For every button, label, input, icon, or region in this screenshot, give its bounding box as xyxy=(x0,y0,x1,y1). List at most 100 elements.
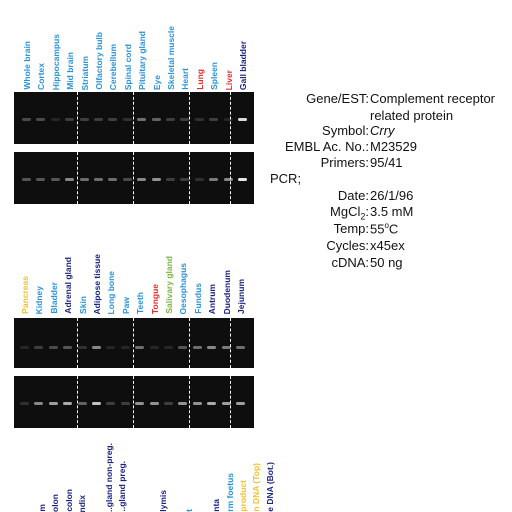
cdna-key: cDNA: xyxy=(331,255,369,270)
lane-label: Paw xyxy=(120,296,131,314)
lane-label: Whole brain xyxy=(22,41,32,90)
lane-divider xyxy=(133,92,134,144)
lane-label: Hippocampus xyxy=(50,33,61,90)
lane-label: Gall bladder xyxy=(238,40,248,90)
gel-band xyxy=(192,402,202,405)
top-gel-image-2 xyxy=(14,152,254,204)
lane-divider xyxy=(189,92,190,144)
pcr-row: PCR; xyxy=(270,171,512,187)
lane-label: Salivary gland xyxy=(164,256,174,314)
gel-band xyxy=(34,402,44,405)
gel-band xyxy=(48,346,58,349)
lane-label: Striatum xyxy=(79,55,90,90)
gel-band xyxy=(178,402,188,405)
middle-gel-image-1 xyxy=(14,318,254,368)
middle-gel-panel: Pancreas Kidney Bladder Adrenal gland Skin Ad… xyxy=(14,234,254,428)
date-value: 26/1/96 xyxy=(370,188,414,203)
lane-divider xyxy=(230,92,231,144)
pcr-key: PCR; xyxy=(270,171,302,186)
lane-divider xyxy=(133,376,134,428)
lane-label: product xyxy=(238,480,248,512)
gel-band xyxy=(22,118,31,121)
gel-band xyxy=(164,346,173,349)
lane-label: Pituitary gland xyxy=(137,30,148,90)
gel-band xyxy=(166,178,175,181)
date-key: Date: xyxy=(337,188,369,203)
middle-lane-labels: Pancreas Kidney Bladder Adrenal gland Skin Ad… xyxy=(14,234,254,314)
date-row: Date: 26/1/96 xyxy=(270,188,512,204)
embl-value: M23529 xyxy=(370,139,417,154)
gel-band xyxy=(36,178,46,181)
gel-band xyxy=(120,402,130,405)
gel-band xyxy=(48,402,58,405)
gel-band xyxy=(180,178,190,181)
gel-band xyxy=(106,402,116,405)
gel-band xyxy=(238,118,247,121)
symbol-row: Symbol: Crry xyxy=(270,123,512,139)
lane-label: ..gland preg. xyxy=(117,461,128,512)
temp-value: 55oC xyxy=(370,221,399,237)
lane-divider xyxy=(77,318,78,368)
lane-divider xyxy=(77,92,78,144)
temp-row: Temp: 55oC xyxy=(270,221,512,237)
lane-label: Spleen xyxy=(209,62,220,90)
gel-band xyxy=(92,346,101,349)
lane-label: rm foetus xyxy=(224,473,235,512)
lane-label: Adrenal gland xyxy=(63,257,74,314)
lane-label: Skin xyxy=(77,296,88,314)
gel-band xyxy=(178,346,188,349)
gel-band xyxy=(194,118,204,121)
cycles-key: Cycles: xyxy=(326,238,369,253)
lane-divider xyxy=(189,376,190,428)
gel-band xyxy=(77,346,87,349)
gel-band xyxy=(137,118,147,121)
lane-label: Bladder xyxy=(48,282,59,314)
lane-label: Duodenum xyxy=(221,269,232,314)
gel-band xyxy=(236,402,245,405)
gel-band xyxy=(135,402,145,405)
gel-band xyxy=(166,118,175,121)
middle-gel-image-2 xyxy=(14,376,254,428)
gel-band xyxy=(94,118,103,121)
symbol-key: Symbol: xyxy=(322,123,369,138)
gel-band xyxy=(221,346,231,349)
lane-label: n DNA (Top) xyxy=(251,463,262,512)
lane-label: ..gland non-preg. xyxy=(104,443,114,512)
mgcl-value: 3.5 mM xyxy=(370,204,414,219)
gel-band xyxy=(108,118,118,121)
mgcl-row: MgCl2: 3.5 mM xyxy=(270,204,512,222)
lane-label: Pancreas xyxy=(20,276,30,314)
mgcl-key: MgCl2: xyxy=(330,204,369,222)
lane-divider xyxy=(133,152,134,204)
lane-label: Skeletal muscle xyxy=(166,26,176,90)
gel-band xyxy=(223,178,233,181)
gel-band xyxy=(238,178,247,181)
lane-label: Antrum xyxy=(207,283,218,314)
gel-band xyxy=(209,118,219,121)
cdna-row: cDNA: 50 ng xyxy=(270,255,512,271)
cycles-row: Cycles: x45ex xyxy=(270,238,512,254)
primers-value: 95/41 xyxy=(370,155,403,170)
lane-label: Cortex xyxy=(36,63,47,90)
lane-label: colon xyxy=(63,489,74,512)
gel-band xyxy=(149,346,159,349)
lane-label: nta xyxy=(211,499,222,512)
gel-band xyxy=(236,346,245,349)
primers-key: Primers: xyxy=(320,155,369,170)
embl-row: EMBL Ac. No.: M23529 xyxy=(270,139,512,155)
lane-label: Lung xyxy=(194,69,205,90)
gel-band xyxy=(137,178,147,181)
gel-band xyxy=(108,178,118,181)
gel-band xyxy=(120,346,130,349)
lane-label: Heart xyxy=(180,68,191,90)
lane-label: Liver xyxy=(223,69,234,90)
gel-band xyxy=(207,346,217,349)
gel-band xyxy=(65,118,75,121)
gel-band xyxy=(79,178,89,181)
lane-divider xyxy=(77,152,78,204)
gel-band xyxy=(50,118,60,121)
lane-divider xyxy=(189,318,190,368)
lane-label: lymis xyxy=(157,490,168,512)
gel-band xyxy=(122,178,132,181)
lane-divider xyxy=(189,152,190,204)
